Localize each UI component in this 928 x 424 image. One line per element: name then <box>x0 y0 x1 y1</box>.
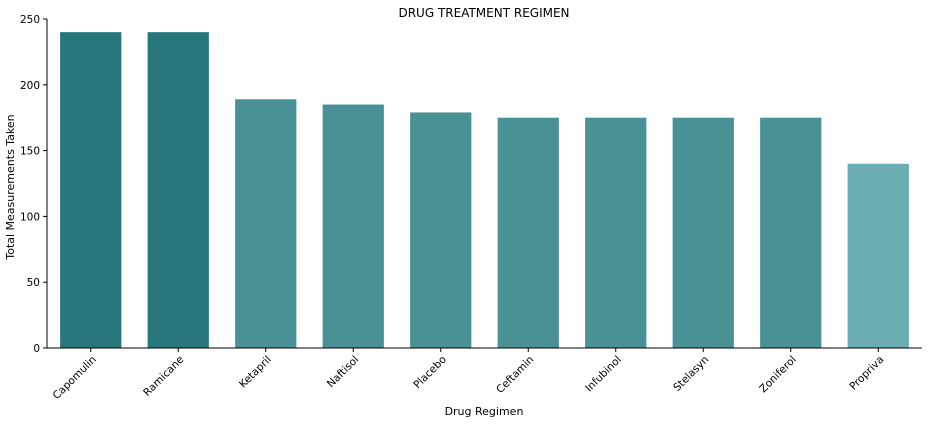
bar-placebo <box>410 112 472 348</box>
bar-ramicane <box>147 32 209 348</box>
bar-ceftamin <box>497 117 559 348</box>
x-tick-label: Ceftamin <box>494 354 536 396</box>
bar-ketapril <box>235 99 297 348</box>
x-tick-label: Infubinol <box>583 354 624 395</box>
plot-area <box>60 32 909 348</box>
bar-infubinol <box>585 117 647 348</box>
x-tick-label: Naftisol <box>325 354 362 391</box>
x-tick-label: Placebo <box>411 354 448 391</box>
y-tick-label: 0 <box>33 343 40 355</box>
bar-capomulin <box>60 32 122 348</box>
y-tick-label: 50 <box>27 277 40 289</box>
x-tick-label: Capomulin <box>51 354 99 402</box>
chart-title: DRUG TREATMENT REGIMEN <box>398 6 569 20</box>
x-tick-label: Ramicane <box>141 354 186 399</box>
y-axis: 0 50 100 150 200 250 <box>20 14 48 355</box>
bar-zoniferol <box>760 117 822 348</box>
x-tick-label: Stelasyn <box>671 354 711 394</box>
x-tick-label: Zoniferol <box>757 354 799 396</box>
y-axis-label: Total Measurements Taken <box>4 114 17 260</box>
y-tick-label: 100 <box>20 211 40 223</box>
x-tick-label: Propriva <box>847 354 886 393</box>
x-axis: Capomulin Ramicane Ketapril Naftisol Placebo… <box>46 347 922 402</box>
bar-propriva <box>847 163 909 348</box>
bar-stelasyn <box>672 117 734 348</box>
bar-naftisol <box>322 104 384 348</box>
y-tick-label: 250 <box>20 14 40 26</box>
y-tick-label: 150 <box>20 146 40 158</box>
x-axis-label: Drug Regimen <box>445 405 524 418</box>
x-tick-label: Ketapril <box>237 354 274 391</box>
y-tick-label: 200 <box>20 80 40 92</box>
